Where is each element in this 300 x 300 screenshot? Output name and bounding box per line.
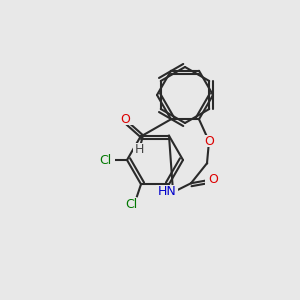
FancyBboxPatch shape [95, 154, 115, 166]
Text: O: O [120, 113, 130, 126]
FancyBboxPatch shape [201, 135, 217, 147]
Text: Cl: Cl [99, 154, 111, 166]
Text: O: O [208, 173, 218, 186]
Text: H: H [134, 143, 144, 156]
Text: Cl: Cl [125, 198, 137, 211]
FancyBboxPatch shape [121, 198, 141, 210]
FancyBboxPatch shape [133, 143, 145, 155]
FancyBboxPatch shape [205, 173, 221, 185]
Text: O: O [204, 135, 214, 148]
FancyBboxPatch shape [117, 113, 133, 125]
Text: HN: HN [158, 185, 176, 198]
FancyBboxPatch shape [156, 185, 178, 197]
